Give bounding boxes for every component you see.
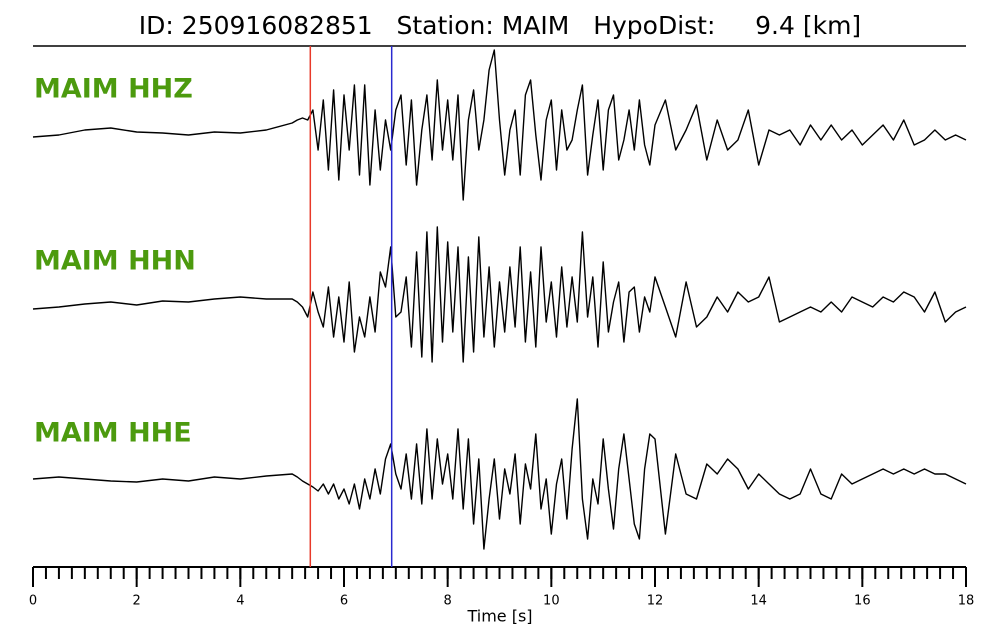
trace — [32, 226, 967, 363]
x-axis-label: Time [s] — [466, 607, 532, 626]
x-tick-label: 4 — [236, 594, 244, 609]
x-tick-label: 2 — [133, 594, 141, 609]
trace — [32, 398, 967, 550]
trace-label: MAIM HHZ — [34, 74, 193, 105]
trace-label: MAIM HHE — [34, 418, 192, 449]
x-tick-label: 18 — [958, 594, 975, 609]
x-tick-label: 8 — [444, 594, 452, 609]
x-tick-label: 14 — [750, 594, 767, 609]
x-tick-label: 12 — [647, 594, 664, 609]
x-tick-label: 0 — [29, 594, 37, 609]
chart-title: ID: 250916082851 Station: MAIM HypoDist:… — [139, 11, 861, 40]
x-tick-label: 6 — [340, 594, 348, 609]
x-tick-label: 16 — [854, 594, 871, 609]
trace-label: MAIM HHN — [34, 246, 196, 277]
trace — [32, 49, 967, 201]
x-tick-label: 10 — [543, 594, 560, 609]
